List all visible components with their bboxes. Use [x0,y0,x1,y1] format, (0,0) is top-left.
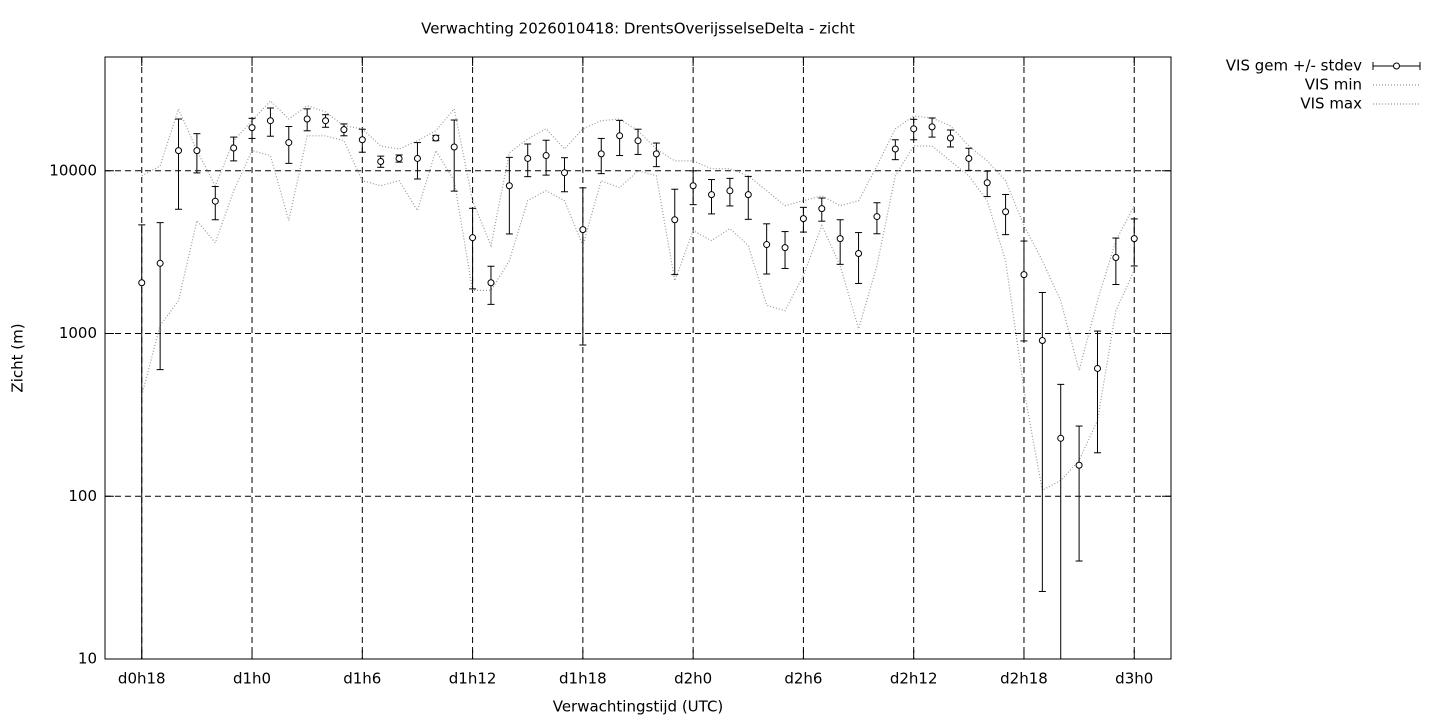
point [1057,434,1065,442]
error-bar [175,118,183,210]
error-bar [763,223,771,275]
point [634,137,642,145]
y-tick-label: 10 [78,650,97,668]
point [1002,208,1010,216]
point [377,157,385,165]
point [965,154,973,162]
point [156,259,164,267]
point [358,136,366,144]
point [487,279,495,287]
point [395,154,403,162]
point [230,144,238,152]
point [450,143,458,151]
point [413,154,421,162]
point [266,117,274,125]
x-tick-label: d2h0 [674,670,712,688]
point [744,191,752,199]
point [946,134,954,142]
error-bar [469,207,477,290]
error-bar [156,222,164,371]
y-tick-label: 100 [68,487,97,505]
point [138,279,146,287]
point [781,244,789,252]
point [708,191,716,199]
error-bar [1130,218,1138,267]
point [542,152,550,160]
point [616,132,624,140]
point [983,179,991,187]
point [818,205,826,213]
error-bar [1112,237,1120,286]
y-tick-label: 1000 [59,324,97,342]
point [799,215,807,223]
point [579,226,587,234]
point [873,213,881,221]
point [211,197,219,205]
legend-label: VIS gem +/- stdev [1226,57,1362,75]
point [855,250,863,258]
point [285,139,293,147]
x-tick-label: d1h6 [343,670,381,688]
legend-label: VIS max [1300,95,1362,113]
error-bar [671,188,679,276]
x-tick-label: d2h18 [1000,670,1048,688]
point [505,182,513,190]
legend-swatch [1393,62,1400,70]
point [1075,461,1083,469]
chart-title: Verwachting 2026010418: DrentsOverijssel… [421,20,855,38]
error-bar [450,119,458,192]
point [524,154,532,162]
line-series [141,135,1135,492]
error-bar [1075,425,1083,562]
point [671,216,679,224]
point [726,187,734,195]
x-tick-label: d1h0 [233,670,271,688]
point [303,115,311,123]
y-axis-label: Zicht (m) [9,323,27,392]
point [891,145,899,153]
point [469,234,477,242]
x-tick-label: d2h12 [890,670,938,688]
x-tick-label: d3h0 [1115,670,1153,688]
x-axis-label: Verwachtingstijd (UTC) [553,698,724,716]
point [175,147,183,155]
point [910,125,918,133]
point [836,235,844,243]
point [432,134,440,142]
point [248,124,256,132]
point [597,150,605,158]
x-tick-label: d1h18 [559,670,607,688]
x-tick-label: d1h12 [449,670,497,688]
error-bar [1020,240,1028,342]
point [560,169,568,177]
error-bar [138,224,146,659]
y-tick-label: 10000 [49,161,97,179]
error-bar [855,232,863,284]
point [652,150,660,158]
legend-label: VIS min [1305,76,1362,94]
point [340,126,348,134]
x-tick-label: d0h18 [118,670,166,688]
point [1112,254,1120,262]
error-bar [1057,383,1065,659]
error-bar [1093,330,1101,454]
point [928,123,936,131]
point [1038,336,1046,344]
point [689,182,697,190]
x-tick-label: d2h6 [784,670,822,688]
point [763,241,771,249]
point [1130,235,1138,243]
point [193,147,201,155]
point [1020,271,1028,279]
error-bar [505,156,513,235]
error-bar [579,187,587,346]
point [322,117,330,125]
point [1093,364,1101,372]
